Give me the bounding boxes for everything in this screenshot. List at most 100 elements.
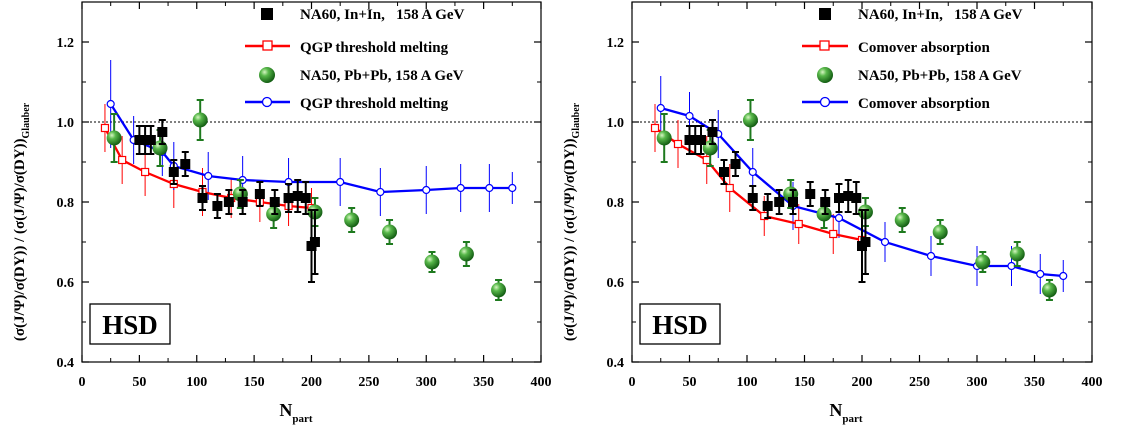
legend-label-na60-model: QGP threshold melting (300, 40, 449, 56)
na60-data-point (696, 135, 706, 145)
plot-frame (631, 1, 1093, 363)
na50-model-point (508, 183, 517, 193)
na50-data-point (344, 212, 360, 228)
y-tick-labels: 0.4 0.6 0.8 1.0 1.2 (57, 36, 75, 371)
na50-data-point (1041, 282, 1057, 298)
na50-model-point (376, 187, 385, 197)
na60-data-point (254, 189, 265, 199)
na60-data-point (788, 197, 798, 207)
hsd-badge: HSD (652, 310, 708, 340)
y-axis-label-main: (σ(J/Ψ)/σ(DY)) / (σ(J/Ψ)/σ(DY)) (562, 138, 578, 341)
na60-data-point (212, 201, 223, 211)
y-tick-label: 1.2 (57, 36, 75, 51)
na50-data-point (975, 254, 991, 270)
na60-data-point (145, 135, 156, 145)
y-tick-label: 1.0 (607, 116, 625, 131)
x-axis-label-main: N (829, 400, 842, 420)
na60-data-point (684, 135, 695, 145)
legend-label-na60: NA60, In+In, 158 A GeV (300, 7, 465, 23)
na60-data-point (860, 237, 871, 247)
data-marks (650, 76, 1068, 301)
hsd-badge-box (639, 303, 721, 345)
axis-ticks (81, 2, 542, 363)
na50-model-point (880, 237, 890, 247)
legend-label-na50: NA50, Pb+Pb, 158 A GeV (300, 68, 464, 84)
x-tick-labels: 0 50 100 150 200 250 300 350 400 (629, 375, 1103, 390)
na60-model-point (725, 183, 734, 193)
na60-model-line (654, 127, 863, 242)
na50-data-point (106, 130, 122, 146)
na60-data-point (197, 193, 208, 203)
na50-model-point (422, 185, 431, 195)
y-axis-label-sub: Glauber (571, 102, 582, 138)
y-tick-label: 0.4 (607, 356, 625, 371)
x-tick-label: 400 (1082, 375, 1103, 390)
legend-na50-model-marker (261, 96, 273, 108)
legend: NA60, In+In, 158 A GeV Comover absorptio… (802, 7, 1023, 112)
x-tick-label: 150 (244, 375, 265, 390)
y-tick-label: 1.2 (607, 36, 625, 51)
na60-data-point (843, 191, 854, 201)
legend-na60-marker (819, 8, 831, 20)
legend-na60-model-marker (262, 40, 273, 51)
na50-model-point (748, 167, 757, 177)
x-tick-label: 300 (416, 375, 437, 390)
y-axis-label-main: (σ(J/Ψ)/σ(DY)) / (σ(J/Ψ)/σ(DY)) (12, 138, 28, 341)
na50-model-point (106, 99, 115, 109)
na60-data-point (690, 135, 701, 145)
y-axis-label: (σ(J/Ψ)/σ(DY)) / (σ(J/Ψ)/σ(DY))Glauber (12, 102, 32, 341)
na60-data-point (300, 193, 311, 203)
na50-model-point (336, 177, 345, 187)
na60-data-point (820, 197, 831, 207)
na60-data-point (730, 159, 741, 169)
na60-model-point (650, 123, 660, 133)
na50-data-point (1009, 246, 1025, 262)
x-axis-label: Npart (279, 400, 313, 425)
legend: NA60, In+In, 158 A GeV QGP threshold mel… (245, 7, 465, 112)
y-tick-label: 0.6 (607, 276, 625, 291)
y-tick-labels: 0.4 0.6 0.8 1.0 1.2 (607, 36, 625, 371)
x-axis-label: Npart (829, 400, 863, 425)
x-tick-label: 250 (358, 375, 379, 390)
na50-data-point (192, 112, 208, 128)
na60-data-point (747, 193, 758, 203)
na50-model-point (926, 251, 936, 261)
x-tick-label: 150 (794, 375, 815, 390)
na60-data-point (269, 197, 280, 207)
na60-model-point (118, 155, 127, 165)
na60-model-point (673, 139, 683, 149)
legend-na60-model-marker (819, 40, 830, 51)
y-axis-label-sub: Glauber (21, 102, 32, 138)
na60-data-point (180, 159, 191, 169)
x-tick-label: 350 (473, 375, 494, 390)
na60-model-point (141, 167, 150, 177)
na60-data-point (140, 135, 151, 145)
x-axis-label-main: N (279, 400, 292, 420)
hsd-badge-box (89, 303, 171, 345)
na50-data-point (656, 130, 672, 146)
left-panel: 0 50 100 150 200 250 300 350 400 0.4 0.6 0.8 1.0 1.2… (12, 1, 552, 425)
y-axis-label: (σ(J/Ψ)/σ(DY)) / (σ(J/Ψ)/σ(DY))Glauber (562, 102, 582, 341)
x-tick-label: 100 (186, 375, 207, 390)
na50-model-point (456, 183, 465, 193)
na60-data-point (774, 197, 785, 207)
legend-na60-marker (261, 8, 273, 20)
axis-ticks (631, 2, 1093, 363)
data-marks (100, 60, 517, 301)
na60-data-point (292, 191, 303, 201)
legend-na50-marker (259, 67, 275, 83)
x-tick-label: 0 (79, 375, 86, 390)
na50-data-point (458, 246, 474, 262)
na50-model-point (204, 171, 213, 181)
right-panel: 0 50 100 150 200 250 300 350 400 0.4 0.6 0.8 1.0 1.2… (562, 1, 1103, 425)
na60-data-point (309, 237, 320, 247)
x-axis-label-sub: part (292, 413, 313, 425)
legend-label-na50: NA50, Pb+Pb, 158 A GeV (858, 68, 1022, 84)
x-tick-label: 350 (1024, 375, 1045, 390)
x-tick-label: 200 (852, 375, 873, 390)
legend-na50-marker (817, 67, 833, 83)
x-tick-label: 50 (132, 375, 146, 390)
x-tick-label: 250 (909, 375, 930, 390)
legend-na50-model-marker (819, 96, 831, 108)
